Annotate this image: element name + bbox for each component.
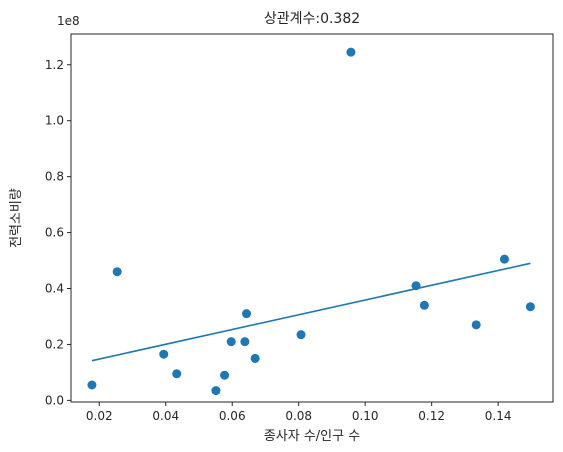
scatter-point <box>525 302 535 312</box>
y-tick-label: 0.6 <box>45 226 64 240</box>
chart-title: 상관계수:0.382 <box>264 11 360 27</box>
x-axis-ticks: 0.02 0.04 0.06 0.08 0.10 0.12 0.14 <box>86 402 512 423</box>
y-tick-label: 0.0 <box>45 393 64 407</box>
y-tick-label: 0.4 <box>45 282 64 296</box>
scatter-point <box>499 254 509 264</box>
x-tick-label: 0.14 <box>485 409 512 423</box>
y-tick-label: 0.2 <box>45 337 64 351</box>
scatter-point <box>159 349 169 359</box>
scatter-point <box>419 300 429 310</box>
x-tick-label: 0.10 <box>352 409 379 423</box>
y-tick-label: 0.8 <box>45 170 64 184</box>
scatter-point <box>346 47 356 57</box>
x-tick-label: 0.06 <box>219 409 246 423</box>
plot-frame <box>70 33 554 403</box>
scatter-point <box>242 309 252 319</box>
scatter-point <box>211 386 221 396</box>
x-tick-label: 0.04 <box>152 409 179 423</box>
y-tick-label: 1.0 <box>45 114 64 128</box>
scatter-point <box>220 370 230 380</box>
scatter-point <box>226 337 236 347</box>
scatter-point <box>172 369 182 379</box>
x-tick-label: 0.12 <box>418 409 445 423</box>
x-tick-label: 0.02 <box>86 409 113 423</box>
scatter-point <box>250 353 260 363</box>
y-axis-offset-text: 1e8 <box>57 14 80 28</box>
y-tick-label: 1.2 <box>45 58 64 72</box>
y-axis-ticks: 0.0 0.2 0.4 0.6 0.8 1.0 1.2 <box>45 58 71 407</box>
scatter-point <box>112 267 122 277</box>
scatter-point <box>471 320 481 330</box>
x-axis-label: 종사자 수/인구 수 <box>264 429 360 444</box>
scatter-point <box>411 281 421 291</box>
scatter-point <box>296 330 306 340</box>
regression-line <box>91 262 531 362</box>
scatter-point <box>240 337 250 347</box>
x-tick-label: 0.08 <box>285 409 312 423</box>
y-axis-label: 전력소비량 <box>9 188 24 248</box>
scatter-point <box>87 380 97 390</box>
